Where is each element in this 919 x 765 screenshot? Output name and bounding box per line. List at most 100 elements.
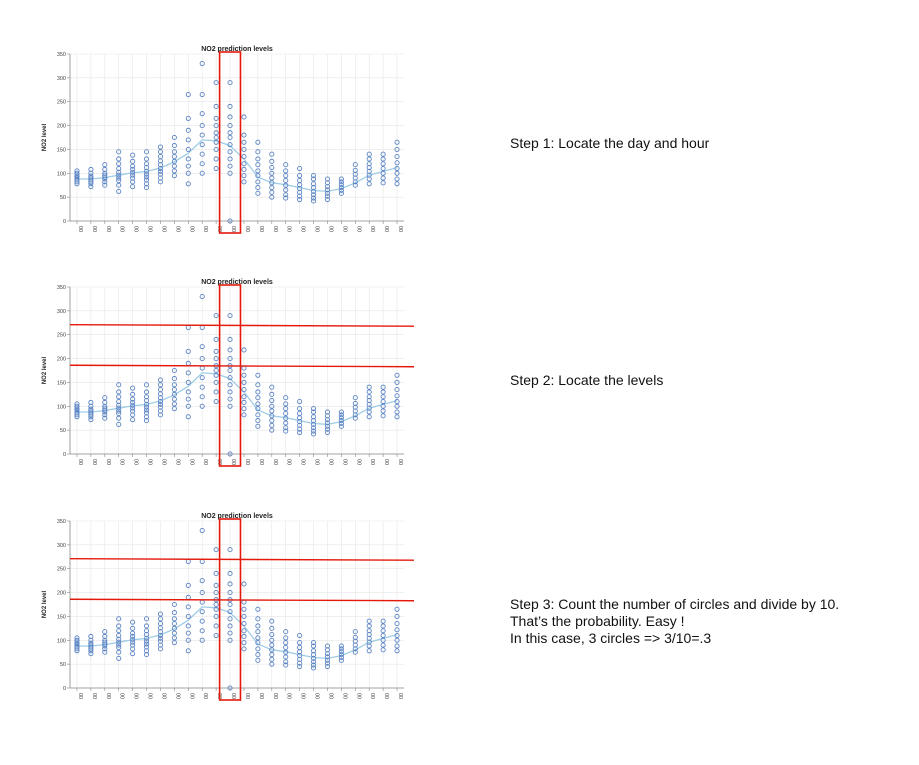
x-tick-label: 00 (202, 693, 208, 699)
y-tick-label: 300 (57, 76, 66, 82)
data-point (116, 639, 122, 645)
data-point (380, 628, 386, 634)
data-point (185, 389, 191, 395)
data-point (102, 633, 108, 640)
data-point (171, 387, 177, 393)
data-point (394, 632, 400, 639)
data-point (102, 412, 108, 418)
data-point (143, 641, 150, 647)
data-point (227, 347, 233, 353)
data-point (255, 418, 261, 424)
data-point (88, 406, 94, 412)
data-point (88, 175, 94, 181)
step-2-text: Step 2: Locate the levels (510, 372, 664, 388)
data-point (171, 163, 177, 169)
data-point (227, 114, 233, 120)
data-point (88, 651, 94, 657)
x-tick-label: 00 (77, 459, 83, 465)
data-point (143, 616, 150, 622)
data-point (102, 182, 108, 188)
data-point (394, 165, 400, 172)
data-point (338, 412, 344, 418)
data-point (255, 646, 261, 652)
data-point (185, 623, 191, 629)
data-point (241, 412, 247, 418)
data-point (102, 179, 108, 185)
data-point (297, 429, 303, 436)
data-point (199, 344, 205, 350)
data-point (227, 103, 233, 110)
data-point (74, 635, 80, 641)
data-point (380, 408, 386, 414)
data-point (269, 189, 275, 195)
data-point (366, 648, 372, 654)
level-line (69, 364, 415, 368)
data-point (213, 547, 219, 553)
data-point (394, 154, 400, 160)
data-point (324, 654, 331, 660)
data-point (171, 143, 177, 149)
data-point (171, 134, 177, 141)
data-point (394, 146, 400, 152)
data-point (255, 623, 261, 629)
data-point (338, 657, 344, 663)
x-tick-label: 00 (119, 226, 125, 232)
data-point (171, 610, 177, 616)
x-tick-label: 00 (160, 226, 166, 232)
data-point (227, 356, 233, 362)
data-point (269, 194, 275, 200)
y-axis-label: NO2 level (42, 123, 48, 151)
data-point (130, 152, 136, 158)
data-point (366, 384, 372, 390)
data-point (185, 146, 191, 152)
data-point (102, 395, 108, 401)
data-point (324, 423, 331, 429)
x-tick-label: 00 (160, 459, 166, 465)
data-point (171, 154, 177, 160)
data-point (88, 173, 94, 179)
data-point (269, 403, 275, 409)
data-point (241, 399, 247, 406)
data-point (199, 92, 205, 98)
data-point (380, 151, 386, 157)
data-point (130, 158, 136, 164)
data-point (394, 181, 400, 187)
data-point (199, 132, 205, 138)
data-point (283, 640, 289, 646)
x-tick-label: 00 (160, 693, 166, 699)
data-point (227, 163, 233, 169)
data-point (283, 420, 289, 426)
data-point (227, 396, 233, 402)
data-point (338, 415, 344, 421)
data-point (283, 425, 289, 431)
data-point (366, 618, 372, 624)
data-point (171, 168, 177, 174)
data-point (116, 177, 122, 183)
y-tick-label: 200 (57, 124, 66, 130)
x-tick-label: 00 (133, 226, 139, 232)
y-tick-label: 100 (57, 171, 66, 177)
data-point (241, 406, 247, 412)
step-3-text: Step 3: Count the number of circles and … (510, 596, 840, 646)
data-point (130, 402, 136, 408)
data-point (394, 414, 400, 420)
trend-line (77, 139, 398, 193)
data-point (324, 643, 331, 649)
data-point (130, 172, 136, 178)
data-point (102, 162, 108, 168)
data-point (241, 646, 247, 652)
y-tick-label: 300 (57, 309, 66, 315)
data-point (227, 581, 233, 587)
data-point (143, 410, 150, 416)
x-tick-label: 00 (314, 226, 320, 232)
trend-line (77, 372, 398, 426)
data-point (310, 192, 317, 198)
data-point (269, 422, 275, 428)
data-point (116, 410, 122, 416)
x-tick-label: 00 (188, 226, 194, 232)
data-point (199, 384, 205, 390)
data-point (185, 630, 191, 636)
data-point (227, 156, 233, 162)
highlight-column-box (218, 518, 242, 701)
data-point (366, 156, 372, 162)
